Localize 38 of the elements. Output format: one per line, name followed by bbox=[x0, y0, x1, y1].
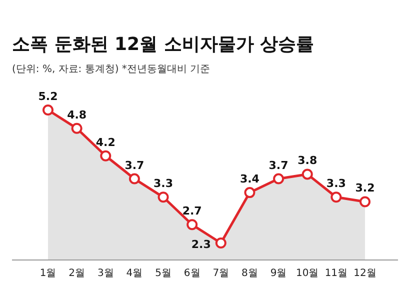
data-label: 3.4 bbox=[240, 172, 260, 186]
point bbox=[330, 192, 342, 203]
x-tick-label: 1월 bbox=[40, 268, 56, 279]
point bbox=[244, 187, 256, 198]
point bbox=[215, 238, 226, 248]
x-tick-label: 3월 bbox=[97, 268, 114, 279]
data-label: 2.7 bbox=[182, 204, 202, 218]
data-label: 3.2 bbox=[355, 182, 375, 195]
data-label: 5.2 bbox=[38, 90, 58, 103]
data-label: 3.3 bbox=[154, 177, 174, 190]
x-tick-label: 12월 bbox=[354, 268, 376, 279]
point bbox=[128, 173, 140, 184]
point bbox=[71, 122, 82, 134]
data-label: 3.3 bbox=[326, 177, 346, 190]
point bbox=[186, 219, 198, 230]
x-tick-label: 4월 bbox=[126, 268, 143, 279]
x-tick-label: 11월 bbox=[324, 268, 348, 279]
x-tick-label: 7월 bbox=[212, 268, 230, 279]
point bbox=[273, 173, 284, 184]
data-label: 3.7 bbox=[268, 158, 288, 172]
x-tick-label: 9월 bbox=[270, 268, 287, 279]
chart-subtitle: (단위: %, 자료: 통계청) *전년동월대비 기준 bbox=[12, 64, 210, 75]
point bbox=[100, 150, 112, 162]
point bbox=[158, 192, 169, 203]
point bbox=[360, 196, 370, 208]
data-label: 4.8 bbox=[67, 108, 87, 122]
point bbox=[302, 168, 313, 180]
x-tick-label: 5월 bbox=[155, 268, 172, 279]
x-tick-label: 2월 bbox=[68, 268, 86, 279]
data-label: 3.7 bbox=[124, 158, 144, 172]
data-label: 2.3 bbox=[191, 238, 211, 251]
x-tick-label: 10월 bbox=[296, 268, 319, 279]
point bbox=[42, 104, 54, 116]
data-label: 3.8 bbox=[298, 154, 318, 168]
x-tick-label: 6월 bbox=[184, 268, 200, 279]
x-tick-label: 8월 bbox=[242, 268, 258, 279]
data-label: 4.2 bbox=[96, 136, 116, 149]
chart-title: 소폭 둔화된 12월 소비자물가 상승률 bbox=[12, 34, 314, 55]
